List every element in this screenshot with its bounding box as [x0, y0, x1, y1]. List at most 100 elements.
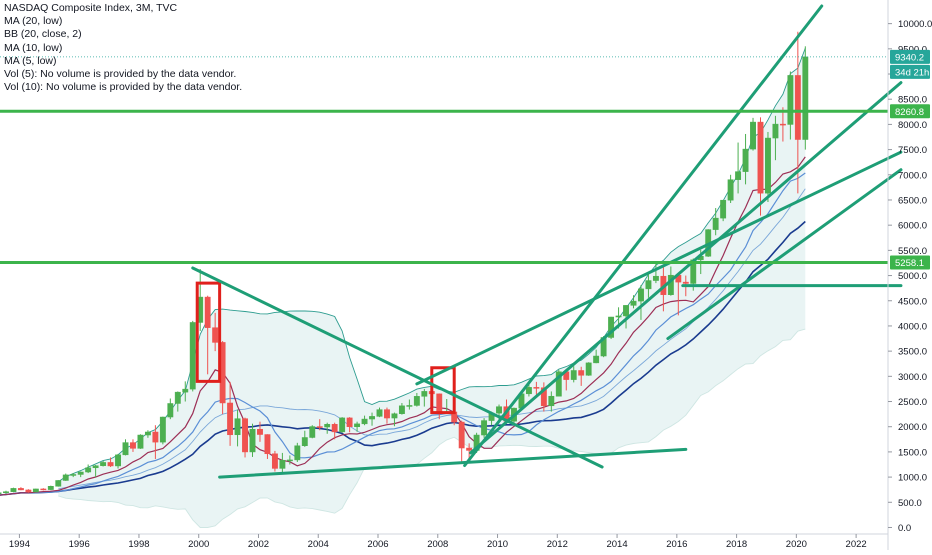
candle-body [77, 471, 84, 475]
trendlines [191, 4, 903, 479]
trendline [469, 81, 903, 455]
candle-body [376, 409, 383, 417]
candle-body [787, 75, 794, 125]
candles [0, 31, 809, 494]
candle-body [466, 447, 473, 451]
candle-body [249, 428, 256, 453]
horizontal-lines [0, 56, 888, 265]
candle-body [0, 492, 2, 494]
trendline [415, 150, 903, 386]
candle-body [339, 417, 346, 433]
candle-body [369, 416, 375, 420]
candle-body [3, 491, 9, 493]
x-tick-label: 1998 [128, 539, 149, 550]
price-label-text: 9340.2 [895, 52, 924, 63]
candle-body [316, 426, 323, 428]
x-tick-label: 2000 [188, 539, 209, 550]
candle-body [384, 409, 390, 419]
candle-body [578, 370, 585, 376]
candle-body [802, 56, 809, 140]
y-tick-label: 3000.0 [898, 372, 927, 383]
y-tick-label: 9500.0 [898, 44, 927, 55]
candle-body [286, 459, 293, 462]
candle-body [354, 423, 361, 428]
candle-body [174, 391, 181, 404]
y-tick-label: 1500.0 [898, 447, 927, 458]
legend-ma5[interactable]: MA (5, low) [4, 54, 57, 67]
x-tick-label: 2010 [487, 539, 508, 550]
candle-body [652, 275, 659, 281]
legend-title[interactable]: NASDAQ Composite Index, 3M, TVC [4, 2, 178, 14]
x-tick-label: 2012 [547, 539, 568, 550]
bb-fill [58, 48, 806, 528]
candle-body [727, 179, 734, 201]
price-label-badge [890, 255, 930, 270]
candle-body [593, 355, 600, 364]
bb-basis [58, 188, 806, 490]
candle-body [264, 434, 271, 455]
candle-body [115, 454, 121, 467]
y-tick-label: 4000.0 [898, 321, 927, 332]
candle-body [779, 123, 786, 126]
legend-ma10[interactable]: MA (10, low) [4, 41, 63, 54]
candle-body [421, 391, 428, 397]
candle-body [100, 462, 107, 466]
candle-body [772, 123, 779, 139]
candle-body [32, 488, 39, 493]
candle-body [361, 418, 368, 425]
candle-body [540, 387, 547, 407]
candle-body [62, 474, 69, 481]
legend-vol5[interactable]: Vol (5): No volume is provided by the da… [4, 68, 237, 81]
trendline [191, 266, 604, 469]
candle-body [398, 405, 405, 414]
x-tick-label: 2020 [786, 539, 807, 550]
candle-body [742, 148, 749, 172]
price-label-badge [890, 64, 930, 79]
highlight-box [430, 366, 456, 415]
price-label-badge [890, 104, 930, 119]
candle-body [159, 416, 166, 443]
candle-body [436, 393, 443, 413]
candle-body [212, 327, 219, 343]
legend-ma20[interactable]: MA (20, low) [4, 15, 63, 28]
price-label-text: 34d 21h [895, 67, 929, 78]
candle-body [555, 371, 562, 397]
x-tick-label: 2004 [308, 539, 329, 550]
candle-body [615, 315, 622, 318]
candle-body [234, 418, 241, 436]
y-tick-label: 4500.0 [898, 296, 927, 307]
y-tick-label: 8500.0 [898, 95, 927, 106]
y-tick-label: 3500.0 [898, 347, 927, 358]
candle-body [309, 426, 316, 438]
candle-body [167, 403, 174, 418]
candle-body [638, 288, 644, 302]
candle-body [458, 421, 465, 449]
y-tick-label: 2000.0 [898, 422, 927, 433]
candle-body [144, 431, 151, 436]
y-tick-label: 1000.0 [898, 473, 927, 484]
candle-body [735, 171, 742, 180]
ma20-line [0, 220, 806, 496]
candle-body [242, 418, 248, 453]
x-tick-label: 1996 [69, 539, 90, 550]
candle-body [496, 406, 502, 414]
legend-bb[interactable]: BB (20, close, 2) [4, 28, 82, 41]
candle-body [406, 405, 413, 407]
highlight-boxes [195, 281, 456, 415]
trendline [463, 4, 824, 468]
candle-body [324, 424, 331, 428]
legend-vol10[interactable]: Vol (10): No volume is provided by the d… [4, 81, 243, 94]
candle-body [765, 137, 771, 194]
y-tick-label: 500.0 [898, 498, 922, 509]
candle-body [92, 465, 99, 469]
highlight-box [195, 281, 222, 383]
candle-body [107, 462, 114, 467]
candle-body [548, 395, 555, 407]
candle-body [189, 322, 196, 390]
candle-body [10, 488, 17, 492]
candle-body [17, 488, 24, 491]
candle-body [55, 480, 62, 487]
candle-body [525, 387, 532, 395]
